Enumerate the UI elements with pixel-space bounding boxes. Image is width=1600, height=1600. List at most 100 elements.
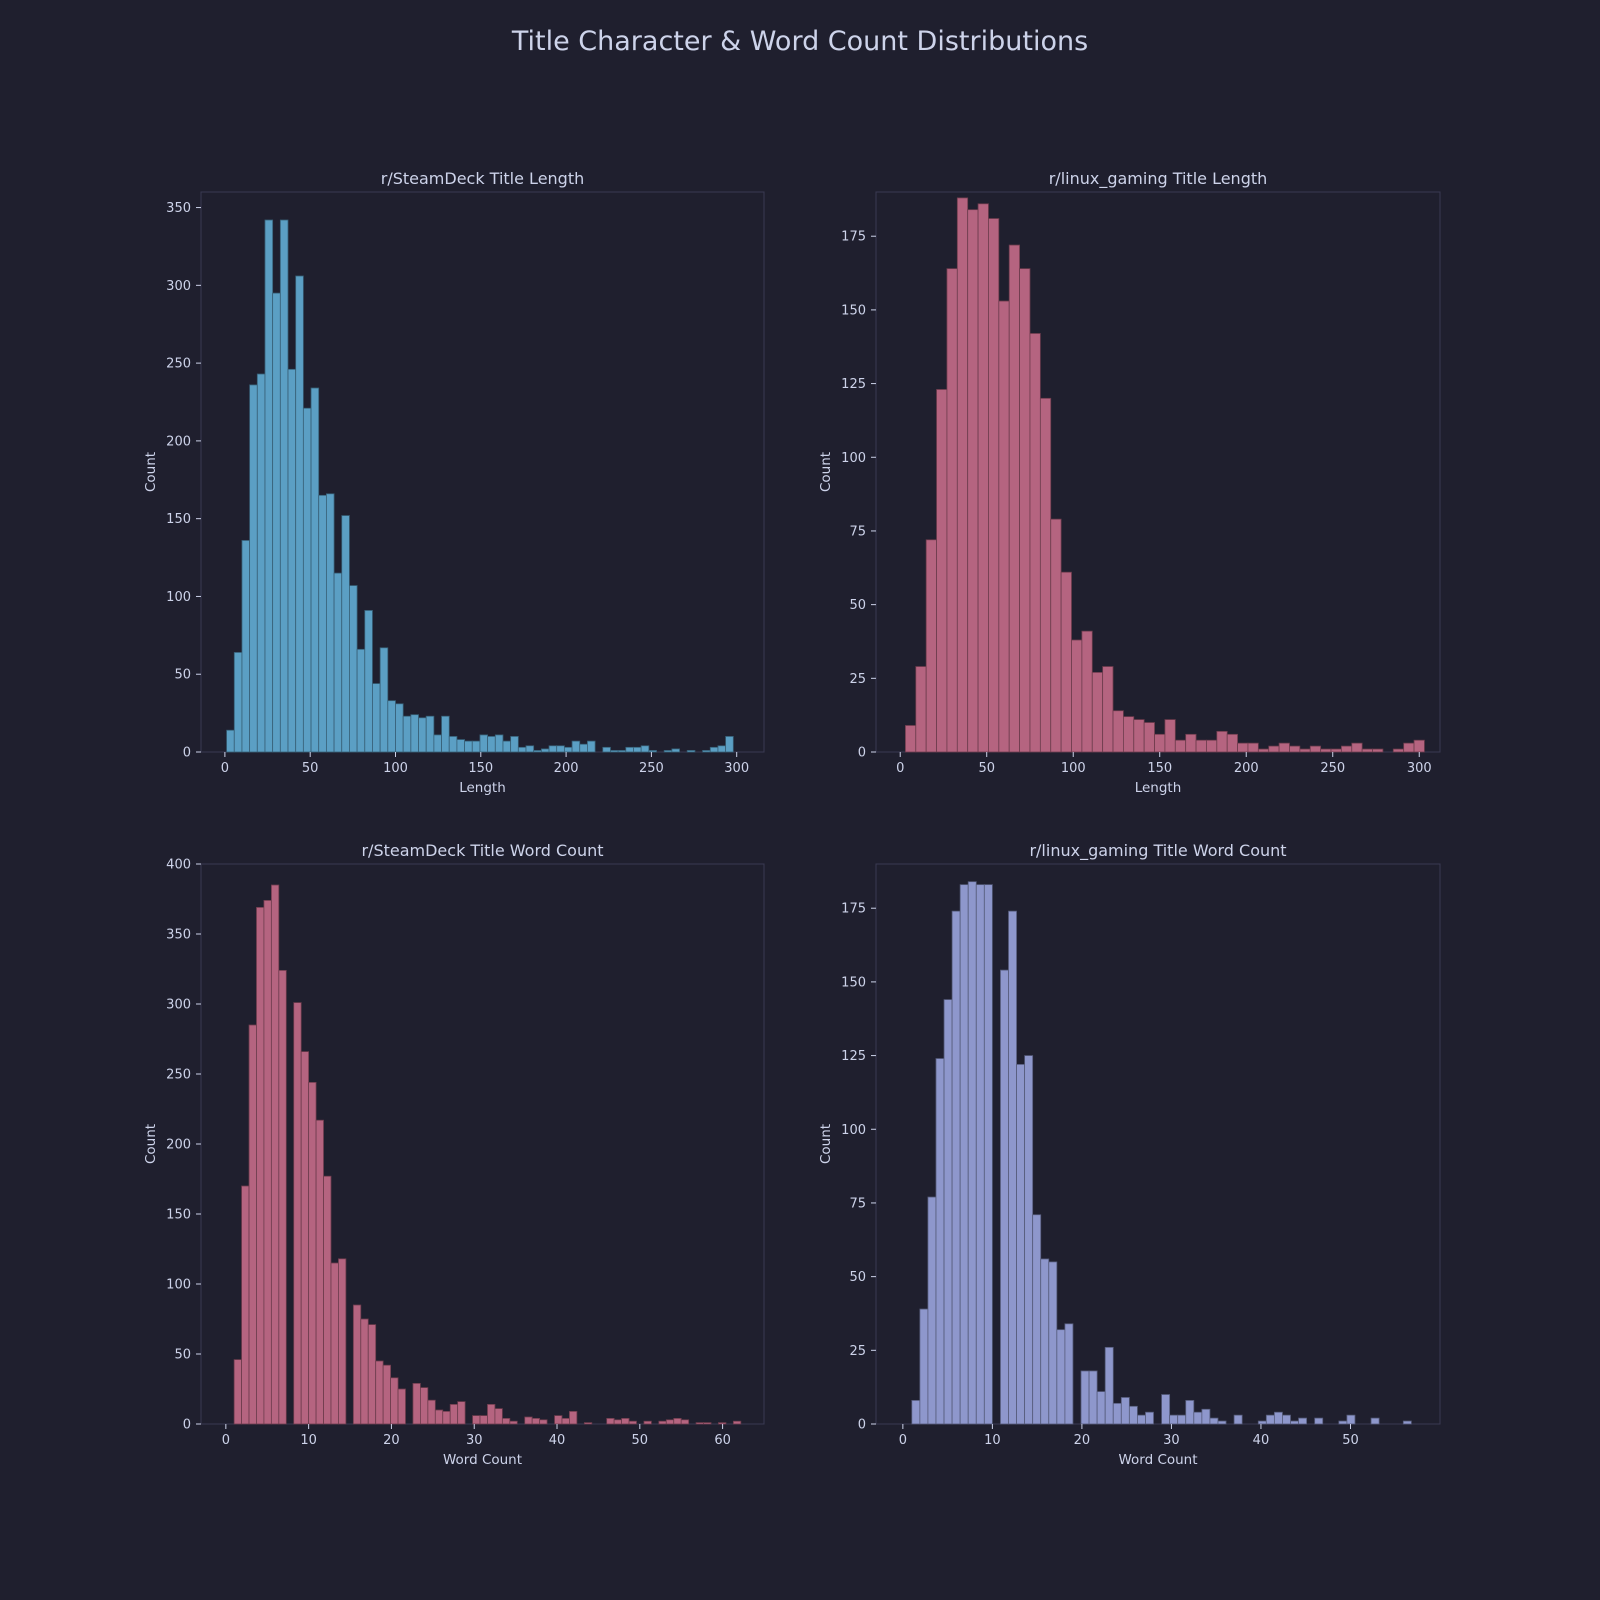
histogram-bar <box>548 745 558 753</box>
histogram-bar <box>663 750 673 753</box>
histogram-bar <box>1164 719 1176 753</box>
histogram-bar <box>325 493 335 753</box>
x-tick-label: 30 <box>1163 1433 1180 1448</box>
y-tick-label: 100 <box>841 1123 866 1138</box>
histogram-bar <box>1257 1420 1267 1425</box>
histogram-bar <box>658 1420 667 1425</box>
histogram-bar <box>375 1360 384 1425</box>
histogram-bar <box>333 572 343 753</box>
x-tick-label: 50 <box>978 761 995 776</box>
histogram-bar <box>382 1364 391 1425</box>
histogram-bar <box>935 1058 945 1425</box>
histogram-bar <box>1133 719 1145 753</box>
y-tick-label: 150 <box>841 303 866 318</box>
histogram-bar <box>270 884 280 1425</box>
y-tick-label: 175 <box>841 230 866 245</box>
histogram-bar <box>613 1419 622 1425</box>
histogram-bar <box>610 750 619 753</box>
histogram-bar <box>318 494 327 753</box>
y-tick-label: 175 <box>841 902 866 917</box>
histogram-bar <box>702 750 711 753</box>
histogram-bar <box>352 1304 362 1425</box>
x-tick-label: 300 <box>1407 761 1432 776</box>
histogram-bar <box>1029 333 1041 753</box>
histogram-panel: 0 10 20 30 40 50 0 25 50 75 100 125 150 175 r/linux_ga… <box>818 841 1441 1468</box>
y-tick-label: 300 <box>166 998 191 1013</box>
histogram-bar <box>1370 1417 1380 1425</box>
y-tick-label: 100 <box>166 1278 191 1293</box>
histogram-bar <box>308 1082 317 1425</box>
y-tick-label: 50 <box>174 668 191 683</box>
histogram-bar <box>648 750 657 753</box>
histogram-bar <box>1195 739 1207 753</box>
histogram-bar <box>936 389 948 753</box>
histogram-bar <box>943 999 953 1425</box>
histogram-bar <box>1273 1411 1283 1425</box>
x-tick-label: 250 <box>1320 761 1345 776</box>
y-tick-label: 250 <box>166 357 191 372</box>
y-tick-label: 0 <box>858 1418 866 1433</box>
histogram-bar <box>434 1409 444 1425</box>
y-tick-label: 75 <box>849 1196 866 1211</box>
y-tick-label: 0 <box>858 746 866 761</box>
y-tick-label: 150 <box>841 975 866 990</box>
histogram-bar <box>927 1196 937 1425</box>
histogram-bar <box>1290 1420 1299 1425</box>
histogram-bar <box>1120 1397 1130 1425</box>
histogram-bar <box>983 884 993 1425</box>
histogram-bar <box>539 1419 548 1425</box>
histogram-bar <box>397 1388 406 1425</box>
histogram-bar <box>1112 710 1124 753</box>
histogram-bar <box>249 384 258 753</box>
histogram-bar <box>1112 1402 1122 1425</box>
histogram-bar <box>364 610 373 753</box>
y-tick-label: 200 <box>166 1138 191 1153</box>
histogram-bar <box>680 1419 690 1425</box>
histogram-bar <box>606 1418 615 1425</box>
y-axis-label: Count <box>143 452 159 492</box>
histogram-bar <box>673 1418 682 1425</box>
panel-title: r/linux_gaming Title Length <box>1049 169 1268 189</box>
histogram-bar <box>323 1175 332 1425</box>
y-tick-label: 250 <box>166 1068 191 1083</box>
histogram-bar <box>1392 748 1405 753</box>
histogram-bar <box>1351 742 1363 753</box>
x-axis-label: Length <box>1135 780 1182 796</box>
histogram-bar <box>1330 748 1342 753</box>
histogram-bar <box>1206 739 1218 753</box>
x-tick-label: 10 <box>984 1433 1001 1448</box>
histogram-bar <box>640 745 650 753</box>
histogram-bar <box>479 1415 488 1425</box>
histogram-bar <box>967 209 979 753</box>
y-tick-label: 25 <box>849 1344 866 1359</box>
histogram-bar <box>643 1420 652 1425</box>
histogram-bar <box>1088 1370 1098 1425</box>
histogram-bar <box>579 743 588 753</box>
histogram-bar <box>556 745 565 753</box>
histogram-panel: 0 50 100 150 200 250 300 0 50 100 150 200 250 300 350 r… <box>143 169 765 796</box>
x-tick-label: 20 <box>1074 1433 1091 1448</box>
histogram-bar <box>241 1185 250 1425</box>
histogram-bar <box>410 714 419 753</box>
x-tick-label: 100 <box>1061 761 1086 776</box>
histogram-panel: 0 50 100 150 200 250 300 0 25 50 75 100 125 150 175 r/l… <box>818 169 1441 796</box>
histogram-bar <box>1268 745 1280 753</box>
histogram-panel: 0 10 20 30 40 50 60 0 50 100 150 200 250 300 350 400 r/S… <box>143 841 765 1468</box>
histogram-bar <box>725 736 734 753</box>
histogram-bar <box>425 715 435 753</box>
histogram-bar <box>479 734 489 753</box>
histogram-bar <box>1309 745 1322 753</box>
histogram-bar <box>925 539 937 753</box>
histogram-bar <box>617 750 627 753</box>
x-tick-label: 30 <box>466 1433 483 1448</box>
y-tick-label: 0 <box>183 1418 191 1433</box>
x-tick-label: 40 <box>549 1433 566 1448</box>
y-tick-label: 300 <box>166 279 191 294</box>
y-tick-label: 50 <box>849 598 866 613</box>
histogram-bar <box>951 910 961 1425</box>
x-tick-label: 250 <box>639 761 664 776</box>
histogram-bar <box>911 1400 921 1425</box>
histogram-bar <box>717 745 727 753</box>
histogram-bar <box>517 746 527 753</box>
